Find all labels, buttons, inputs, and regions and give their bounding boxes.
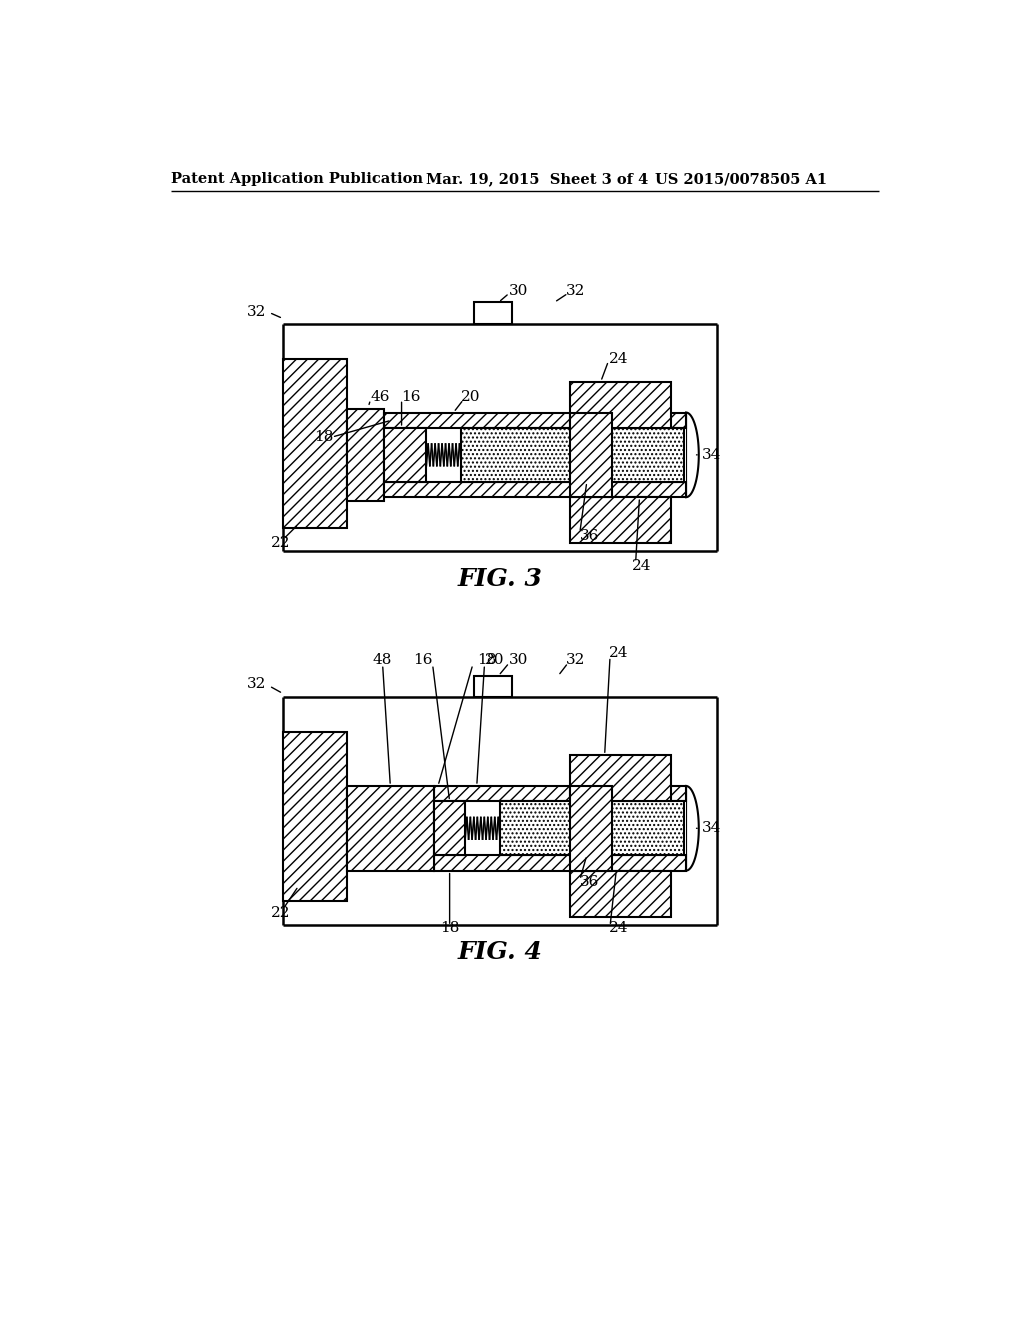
Bar bbox=[434, 785, 686, 801]
Bar bbox=[434, 855, 686, 871]
Text: US 2015/0078505 A1: US 2015/0078505 A1 bbox=[655, 172, 827, 186]
Text: 16: 16 bbox=[401, 391, 421, 404]
Bar bbox=[461, 428, 684, 482]
Text: 32: 32 bbox=[247, 305, 266, 319]
Bar bbox=[569, 755, 671, 801]
Text: 32: 32 bbox=[566, 284, 586, 298]
Text: 30: 30 bbox=[509, 653, 528, 668]
Text: FIG. 4: FIG. 4 bbox=[458, 940, 543, 964]
Text: Patent Application Publication: Patent Application Publication bbox=[171, 172, 423, 186]
Bar bbox=[569, 498, 671, 544]
Bar bbox=[283, 733, 346, 902]
Text: 24: 24 bbox=[608, 645, 628, 660]
Bar bbox=[569, 871, 671, 917]
Text: 24: 24 bbox=[608, 921, 628, 936]
Text: 30: 30 bbox=[509, 284, 528, 298]
Bar bbox=[474, 302, 512, 323]
Bar bbox=[569, 785, 612, 871]
Text: FIG. 3: FIG. 3 bbox=[458, 566, 543, 590]
Bar bbox=[569, 381, 671, 428]
Bar bbox=[384, 428, 686, 482]
Text: 34: 34 bbox=[701, 821, 721, 836]
Bar bbox=[434, 801, 686, 855]
Text: 36: 36 bbox=[580, 875, 599, 890]
Bar bbox=[569, 412, 612, 498]
Text: 18: 18 bbox=[477, 653, 496, 668]
Text: Mar. 19, 2015  Sheet 3 of 4: Mar. 19, 2015 Sheet 3 of 4 bbox=[426, 172, 648, 186]
Text: 32: 32 bbox=[247, 677, 266, 690]
Bar bbox=[474, 676, 512, 697]
Text: 20: 20 bbox=[484, 653, 504, 668]
Text: 36: 36 bbox=[580, 529, 599, 543]
Bar bbox=[434, 801, 465, 855]
Text: 32: 32 bbox=[566, 653, 586, 668]
Bar bbox=[384, 428, 426, 482]
Text: 18: 18 bbox=[440, 921, 460, 936]
Text: 22: 22 bbox=[271, 536, 291, 550]
Text: 24: 24 bbox=[632, 560, 651, 573]
Text: 22: 22 bbox=[271, 906, 291, 920]
Text: 48: 48 bbox=[373, 653, 392, 668]
Text: 16: 16 bbox=[413, 653, 432, 668]
Bar bbox=[346, 785, 434, 871]
Bar bbox=[283, 359, 346, 528]
Text: 18: 18 bbox=[314, 430, 334, 444]
Text: 20: 20 bbox=[461, 391, 480, 404]
Bar bbox=[346, 409, 384, 502]
Bar bbox=[500, 801, 684, 855]
Text: 34: 34 bbox=[701, 447, 721, 462]
Text: 24: 24 bbox=[608, 351, 628, 366]
Bar bbox=[384, 482, 686, 498]
Text: 46: 46 bbox=[371, 391, 390, 404]
Bar bbox=[384, 413, 686, 428]
